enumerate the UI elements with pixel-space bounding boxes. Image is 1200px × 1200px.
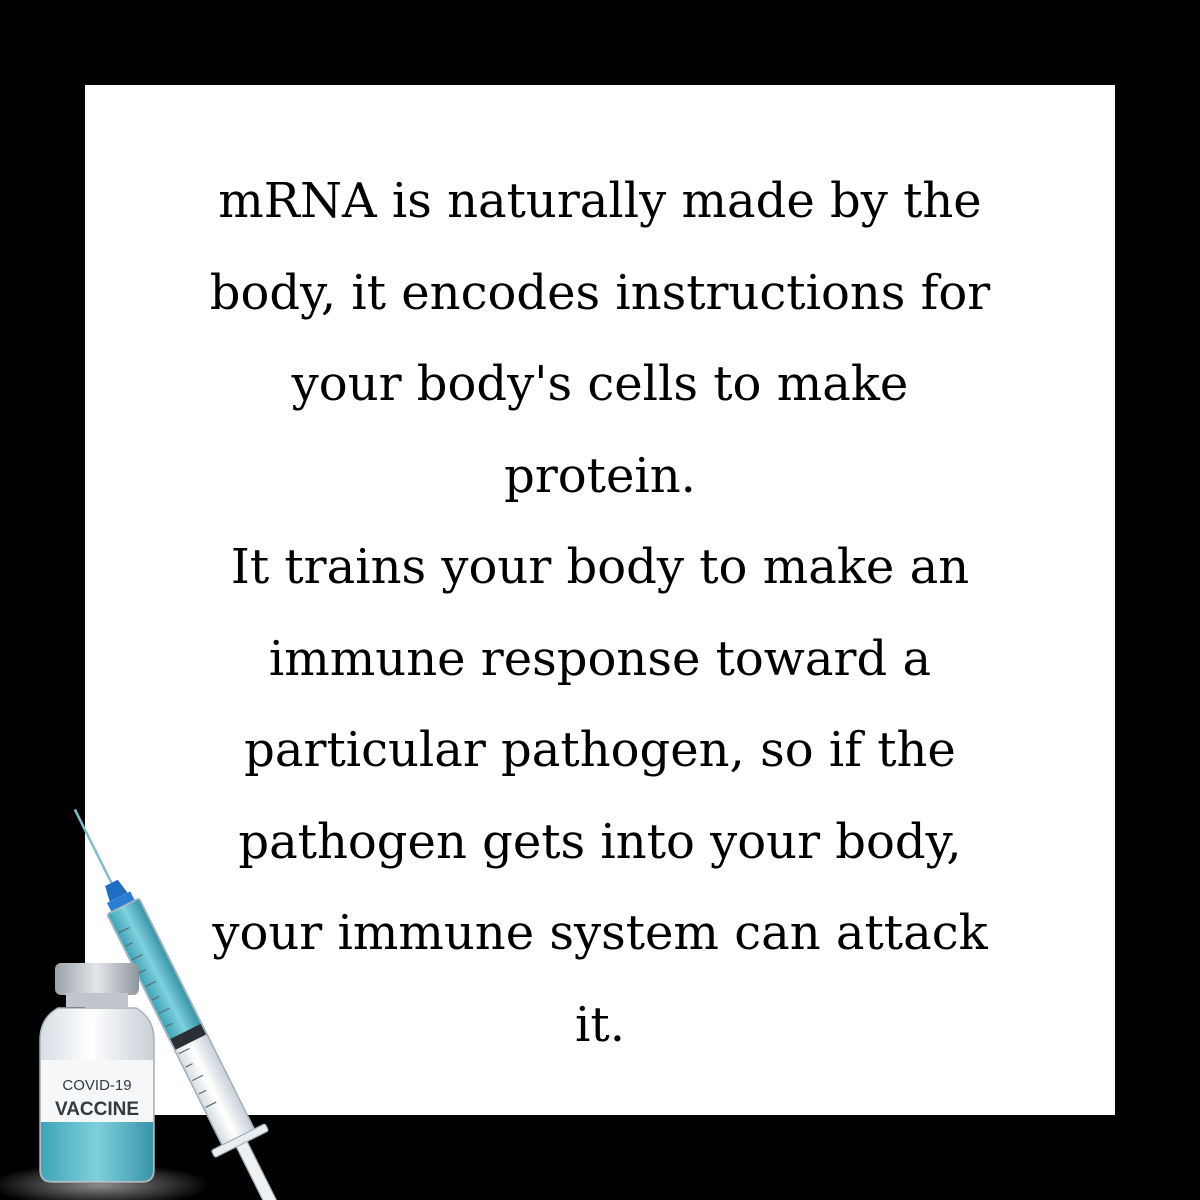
message-line: your immune system can attack xyxy=(212,905,988,961)
message-line: body, it encodes instructions for xyxy=(209,264,991,321)
message-line: immune response toward a xyxy=(268,630,932,687)
info-card xyxy=(85,85,1115,1115)
message-line: your body's cells to make xyxy=(291,356,909,412)
message-line: protein. xyxy=(504,447,696,504)
message-line: it. xyxy=(575,996,625,1053)
message-text: mRNA is naturally made by the body, it e… xyxy=(85,156,1115,1071)
message-line: mRNA is naturally made by the xyxy=(218,173,982,229)
vial-shadow xyxy=(0,1163,210,1200)
message-line: particular pathogen, so if the xyxy=(244,722,956,778)
message-line: It trains your body to make an xyxy=(230,539,970,595)
message-line: pathogen gets into your body, xyxy=(238,813,962,870)
